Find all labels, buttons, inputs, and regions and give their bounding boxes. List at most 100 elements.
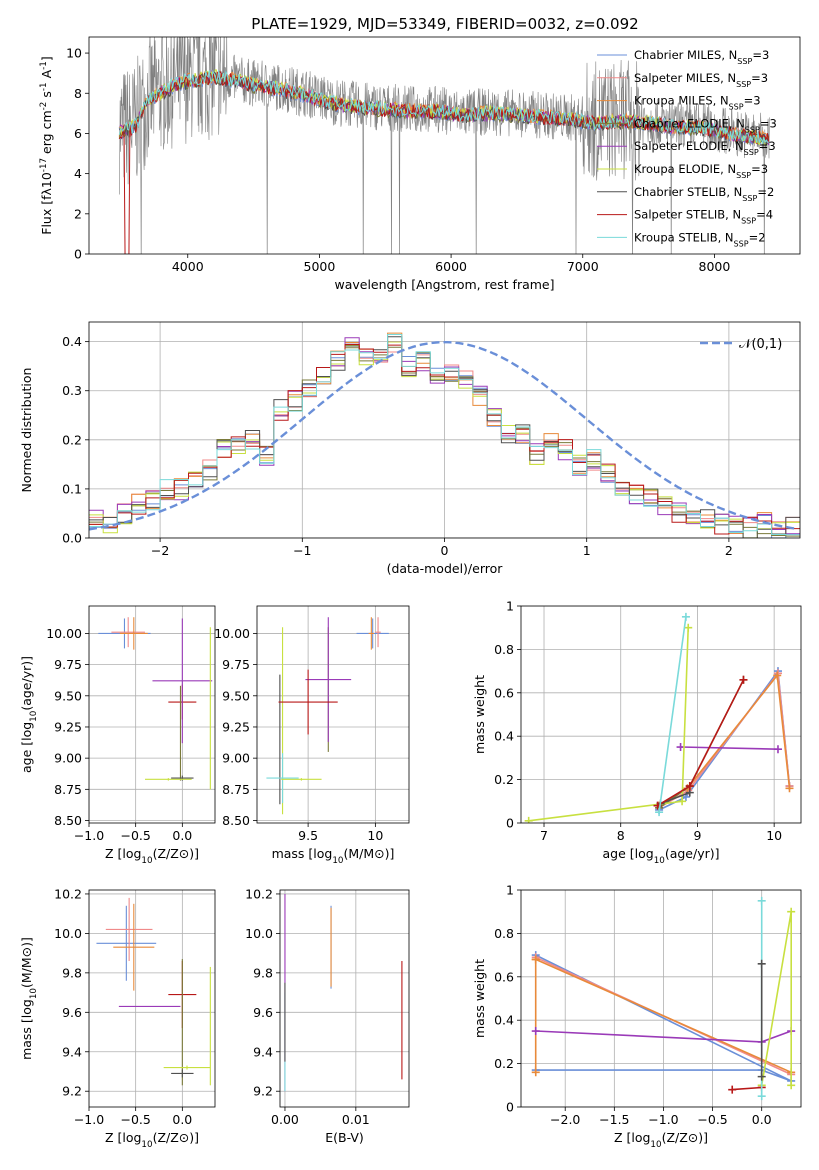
x-tick-label: −1.5 [599,1112,629,1127]
y-tick-label: 10.2 [245,886,273,901]
y-tick-label: 10.0 [245,926,273,941]
axes-frame [88,36,801,255]
x-tick-label: 4000 [172,259,204,274]
weight-marker [681,612,690,621]
y-tick-label: 2 [74,206,82,221]
y-tick-label: 0.4 [62,334,82,349]
panel-mass_vs_Z: −1.0 −0.5 0.0 9.2 9.4 9.6 9.8 10.0 10.2 Z [log10(… [19,886,216,1150]
histogram-series-7 [89,344,800,535]
weight-marker [531,1027,540,1036]
legend-entry: Chabrier MILES, NSSP=3 [634,48,769,66]
legend-entry: Chabrier ELODIE, NSSP=3 [634,116,777,133]
weight-marker [757,1092,766,1101]
y-tick-label: 0.4 [494,1013,514,1028]
y-tick-label: 9.4 [62,1044,82,1059]
figure-title: PLATE=1929, MJD=53349, FIBERID=0032, z=0… [251,15,638,33]
panel-weight_vs_age: 7 8 9 10 0 0.2 0.4 0.6 0.8 1 age [log10(age/yr)] ma… [472,599,802,866]
x-tick-label: 6000 [435,259,467,274]
y-axis-label: mass weight [472,675,487,754]
weight-marker [787,907,796,916]
x-axis-label: mass [log10(M/M⊙)] [272,846,395,866]
x-axis-label: age [log10(age/yr)] [602,846,719,866]
error-bar-point [145,778,192,781]
weight-marker [684,623,693,632]
x-tick-label: −2 [151,543,169,558]
y-tick-label: 9.6 [62,1005,82,1020]
y-tick-label: 8.50 [222,813,250,828]
weight-marker [773,671,782,680]
weight-marker [785,784,794,793]
plot-area [118,37,770,254]
y-tick-label: 9.2 [62,1084,82,1099]
y-tick-label: 9.6 [253,1005,273,1020]
plot-area [89,322,800,538]
x-tick-label: 0.00 [271,1112,299,1127]
x-axis-label: Z [log10(Z/Z⊙)] [105,1130,199,1150]
axes-frame [88,889,216,1108]
y-tick-label: 10.00 [214,626,250,641]
plot-area [280,890,409,1107]
x-tick-label: 8 [617,828,625,843]
x-tick-label: 9.5 [298,828,318,843]
x-tick-label: 10 [367,828,383,843]
axes-frame [520,889,802,1108]
weight-line-7 [657,679,745,807]
legend: Chabrier MILES, NSSP=3 Salpeter MILES, NS… [597,48,777,248]
y-tick-label: 10.2 [54,886,82,901]
weight-marker [787,1081,796,1090]
x-tick-label: −0.5 [120,828,150,843]
x-tick-label: 7 [540,828,548,843]
y-tick-label: 9.00 [222,751,250,766]
y-tick-label: 8.75 [54,782,82,797]
x-tick-label: 7000 [567,259,599,274]
legend-entry: Kroupa ELODIE, NSSP=3 [634,162,768,180]
weight-marker [531,1068,540,1077]
y-tick-label: 8.75 [222,782,250,797]
panel-age_vs_Z: −1.0 −0.5 0.0 8.50 8.75 9.00 9.25 9.50 9.75 10.00… [19,605,216,866]
legend-entry: Kroupa MILES, NSSP=3 [634,94,761,112]
y-tick-label: 0.2 [494,772,514,787]
y-tick-label: 9.8 [62,965,82,980]
x-tick-label: 5000 [304,259,336,274]
y-tick-label: 9.75 [54,657,82,672]
y-tick-label: 0.8 [494,642,514,657]
x-tick-label: −2.0 [550,1112,580,1127]
error-bar-point [171,1069,194,1078]
legend-entry: Kroupa STELIB, NSSP=2 [634,230,766,248]
y-tick-label: 10.0 [54,926,82,941]
weight-marker [757,896,766,905]
weight-marker [757,1072,766,1081]
weight-line-1 [658,671,791,809]
weight-marker [757,959,766,968]
error-bar-point [375,617,381,648]
error-bar-point [105,897,153,962]
weight-marker [678,797,687,806]
histogram-series-8 [89,334,800,536]
x-tick-label: 0 [441,543,449,558]
x-tick-label: 0.0 [172,1112,192,1127]
error-bar-point [163,1065,211,1070]
x-tick-label: 0.01 [342,1112,370,1127]
y-tick-label: 0.6 [494,969,514,984]
model-spectrum-8 [118,69,769,144]
y-tick-label: 9.8 [253,965,273,980]
x-axis-label: wavelength [Angstrom, rest frame] [334,277,554,292]
y-tick-label: 9.2 [253,1084,273,1099]
legend-entry: 𝒩(0,1) [739,337,782,352]
weight-line-3 [658,679,745,809]
x-tick-label: 9 [693,828,701,843]
y-tick-label: 0.1 [62,481,82,496]
legend-entry: Chabrier STELIB, NSSP=2 [634,185,774,203]
weight-marker [685,782,694,791]
plot-area [89,606,215,823]
error-bar-point [119,617,148,650]
y-tick-label: 0.6 [494,685,514,700]
legend-entry: Salpeter MILES, NSSP=3 [634,71,768,89]
y-tick-label: 10 [66,46,82,61]
x-tick-label: 8000 [699,259,731,274]
weight-line-4 [680,746,779,750]
panel-weight_vs_Z: −2.0 −1.5 −1.0 −0.5 0.0 0 0.2 0.4 0.6 0.8 1 Z [log1… [472,883,802,1150]
x-tick-label: 1 [583,543,591,558]
x-tick-label: −0.5 [697,1112,727,1127]
panel-mass_vs_ebv: 0.00 0.01 9.2 9.4 9.6 9.8 10.0 10.2 E(B-V) [245,886,410,1145]
